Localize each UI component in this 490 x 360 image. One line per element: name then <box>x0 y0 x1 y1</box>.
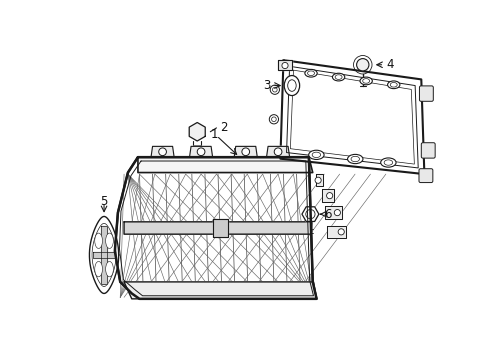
Circle shape <box>270 114 278 124</box>
Polygon shape <box>190 147 213 157</box>
Circle shape <box>306 210 315 219</box>
Ellipse shape <box>106 261 113 277</box>
Ellipse shape <box>284 76 300 95</box>
Ellipse shape <box>390 82 397 87</box>
Circle shape <box>327 193 333 199</box>
FancyBboxPatch shape <box>419 86 433 101</box>
Circle shape <box>242 148 249 156</box>
Text: 1: 1 <box>211 127 219 140</box>
Polygon shape <box>234 147 257 157</box>
Polygon shape <box>325 206 342 219</box>
Text: 4: 4 <box>386 58 393 71</box>
Polygon shape <box>302 207 319 221</box>
Polygon shape <box>101 226 107 284</box>
Circle shape <box>357 59 369 71</box>
Polygon shape <box>151 147 174 157</box>
Polygon shape <box>267 147 290 157</box>
Ellipse shape <box>312 152 320 158</box>
Ellipse shape <box>308 71 315 76</box>
Circle shape <box>159 148 167 156</box>
Ellipse shape <box>309 150 324 159</box>
Circle shape <box>282 62 288 69</box>
Ellipse shape <box>363 78 369 83</box>
Text: 2: 2 <box>220 121 228 134</box>
Circle shape <box>270 85 279 94</box>
Polygon shape <box>213 219 228 237</box>
Polygon shape <box>278 60 292 70</box>
Ellipse shape <box>95 261 102 277</box>
Text: 6: 6 <box>324 208 332 221</box>
Text: 3: 3 <box>263 79 270 92</box>
Polygon shape <box>124 222 312 234</box>
Polygon shape <box>280 60 424 174</box>
Circle shape <box>197 148 205 156</box>
Ellipse shape <box>381 158 396 167</box>
Text: 5: 5 <box>100 194 108 208</box>
Ellipse shape <box>106 233 113 248</box>
Polygon shape <box>138 157 313 172</box>
Circle shape <box>315 177 321 183</box>
Polygon shape <box>90 216 119 293</box>
Polygon shape <box>321 189 334 202</box>
Polygon shape <box>327 226 346 238</box>
Circle shape <box>271 117 276 122</box>
Ellipse shape <box>335 75 342 80</box>
Polygon shape <box>316 174 323 186</box>
Polygon shape <box>189 122 205 141</box>
Circle shape <box>338 229 344 235</box>
FancyBboxPatch shape <box>421 143 435 158</box>
Ellipse shape <box>388 81 400 89</box>
Ellipse shape <box>384 160 392 165</box>
Ellipse shape <box>347 154 363 164</box>
Ellipse shape <box>332 73 345 81</box>
Circle shape <box>334 210 341 216</box>
FancyBboxPatch shape <box>419 169 433 183</box>
Ellipse shape <box>95 233 102 248</box>
Polygon shape <box>93 252 115 258</box>
Ellipse shape <box>288 80 296 91</box>
Circle shape <box>274 148 282 156</box>
Ellipse shape <box>351 156 360 162</box>
Ellipse shape <box>360 77 372 85</box>
Polygon shape <box>115 157 317 299</box>
Polygon shape <box>124 282 317 299</box>
Circle shape <box>272 87 277 92</box>
Ellipse shape <box>305 69 317 77</box>
